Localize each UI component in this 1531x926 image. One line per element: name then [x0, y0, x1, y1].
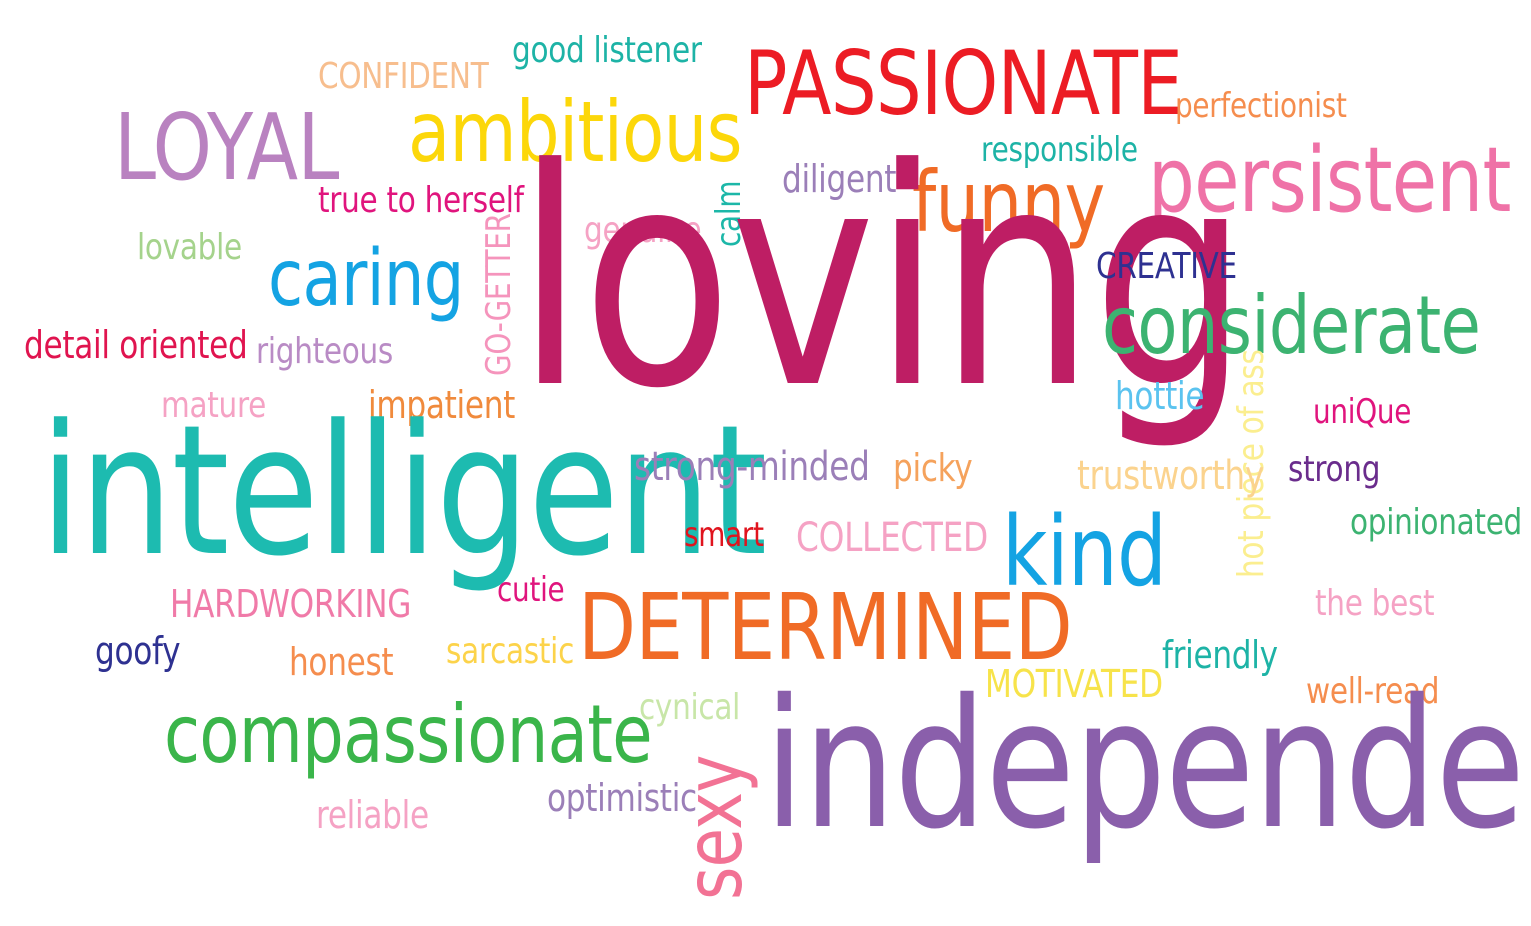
word-caring: caring: [268, 234, 464, 324]
word-funny: funny: [912, 153, 1105, 251]
word-true-to-herself: true to herself: [318, 180, 524, 221]
word-strong: strong: [1288, 449, 1381, 490]
word-loyal: LOYAL: [114, 94, 339, 201]
word-cynical: cynical: [639, 687, 741, 728]
word-genuine: genuine: [584, 210, 702, 251]
word-reliable: reliable: [316, 793, 429, 837]
word-lovable: lovable: [137, 227, 242, 268]
word-intelligent: intelligent: [40, 387, 767, 596]
word-hardworking: HARDWORKING: [170, 582, 412, 626]
word-passionate: PASSIONATE: [744, 32, 1183, 135]
word-good-listener: good listener: [512, 30, 702, 71]
word-optimistic: optimistic: [547, 776, 697, 820]
word-impatient: impatient: [368, 383, 516, 427]
word-persistent: persistent: [1148, 128, 1511, 233]
word-honest: honest: [289, 640, 394, 684]
word-diligent: diligent: [782, 157, 897, 201]
word-confident: CONFIDENT: [318, 56, 489, 97]
word-detail-oriented: detail oriented: [24, 323, 248, 367]
word-unique: uniQue: [1313, 392, 1412, 432]
word-responsible: responsible: [981, 130, 1138, 170]
word-determined: DETERMINED: [578, 574, 1073, 681]
word-loving: loving: [516, 105, 1249, 454]
word-motivated: MOTIVATED: [985, 662, 1163, 706]
word-mature: mature: [161, 385, 267, 426]
word-collected: COLLECTED: [796, 515, 988, 561]
word-compassionate: compassionate: [164, 688, 653, 781]
word-trustworthy: trustworthy: [1077, 453, 1264, 499]
word-hottie: hottie: [1115, 374, 1205, 418]
word-the-best: the best: [1315, 583, 1435, 624]
word-smart: smart: [684, 515, 764, 555]
word-go-getter: GO-GETTER: [479, 213, 519, 376]
word-perfectionist: perfectionist: [1175, 86, 1347, 126]
word-well-read: well-read: [1306, 671, 1440, 712]
word-cutie: cutie: [497, 570, 565, 610]
word-friendly: friendly: [1162, 633, 1278, 677]
word-sarcastic: sarcastic: [446, 631, 575, 672]
word-ambitious: ambitious: [408, 83, 742, 181]
word-picky: picky: [893, 446, 973, 490]
word-considerate: considerate: [1102, 279, 1481, 372]
word-righteous: righteous: [256, 331, 394, 372]
word-independent: independent: [764, 661, 1531, 868]
word-kind: kind: [1002, 496, 1167, 608]
word-strong-minded: strong-minded: [634, 444, 870, 490]
word-goofy: goofy: [95, 629, 181, 673]
word-opinionated: opinionated: [1350, 502, 1523, 543]
word-creative: CREATIVE: [1096, 246, 1237, 287]
